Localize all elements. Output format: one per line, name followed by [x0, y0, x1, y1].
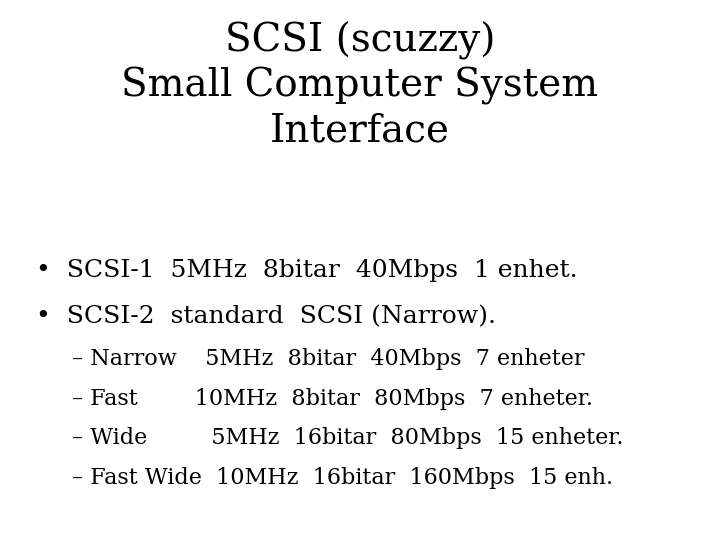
Text: – Fast        10MHz  8bitar  80Mbps  7 enheter.: – Fast 10MHz 8bitar 80Mbps 7 enheter.	[72, 388, 593, 410]
Text: – Wide         5MHz  16bitar  80Mbps  15 enheter.: – Wide 5MHz 16bitar 80Mbps 15 enheter.	[72, 427, 624, 449]
Text: •  SCSI-2  standard  SCSI (Narrow).: • SCSI-2 standard SCSI (Narrow).	[36, 305, 496, 328]
Text: SCSI (scuzzy)
Small Computer System
Interface: SCSI (scuzzy) Small Computer System Inte…	[122, 22, 598, 150]
Text: – Fast Wide  10MHz  16bitar  160Mbps  15 enh.: – Fast Wide 10MHz 16bitar 160Mbps 15 enh…	[72, 467, 613, 489]
Text: – Narrow    5MHz  8bitar  40Mbps  7 enheter: – Narrow 5MHz 8bitar 40Mbps 7 enheter	[72, 348, 585, 370]
Text: •  SCSI-1  5MHz  8bitar  40Mbps  1 enhet.: • SCSI-1 5MHz 8bitar 40Mbps 1 enhet.	[36, 259, 577, 282]
